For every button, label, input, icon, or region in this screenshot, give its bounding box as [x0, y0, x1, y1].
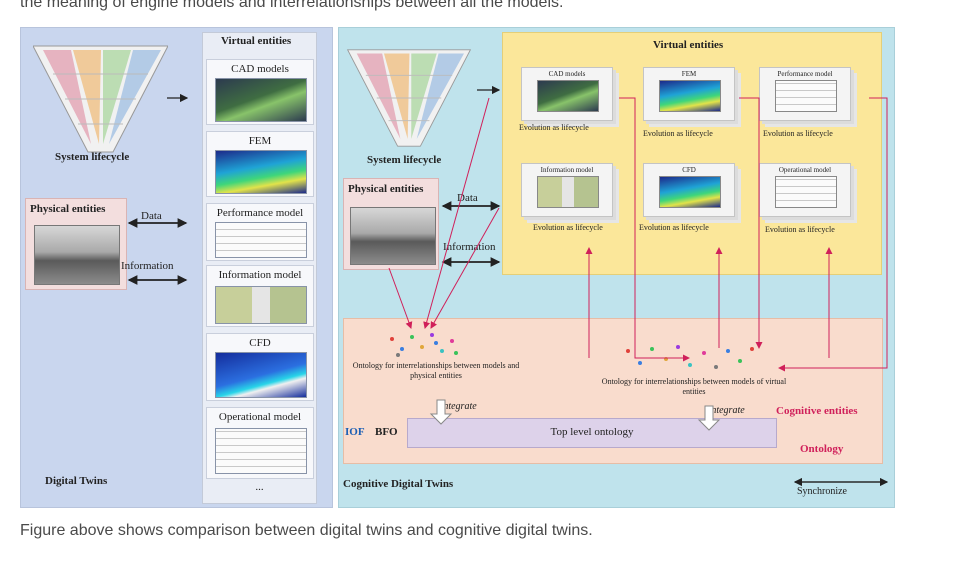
information-label: Information — [121, 260, 174, 272]
model-label: Operational model — [778, 166, 832, 174]
cdt-model-information: Information model — [521, 163, 613, 217]
model-label: CAD models — [548, 70, 586, 78]
evolution-label: Evolution as lifecycle — [643, 129, 713, 138]
figure-caption: Figure above shows comparison between di… — [20, 522, 593, 539]
ship-photo — [350, 207, 436, 265]
right-panel-arrows — [388, 85, 889, 487]
cognitive-entities-label: Cognitive entities — [776, 405, 858, 417]
model-card-fem: FEM — [206, 131, 314, 197]
cfd-thumbnail-icon — [659, 176, 721, 208]
evolution-label: Evolution as lifecycle — [519, 123, 589, 132]
digital-twins-panel: System lifecycle Physical entities Data … — [20, 27, 333, 508]
ontology-dots-left-icon — [390, 333, 458, 357]
left-panel-arrows — [127, 93, 189, 285]
model-label: Performance model — [777, 70, 833, 78]
physical-entities-box: Physical entities — [25, 198, 127, 290]
model-card-performance: Performance model — [206, 203, 314, 261]
model-label: CAD models — [231, 63, 289, 75]
operational-chart-thumbnail-icon — [775, 176, 837, 208]
ship-cad-thumbnail-icon — [215, 78, 307, 122]
evolution-label: Evolution as lifecycle — [763, 129, 833, 138]
evolution-label: Evolution as lifecycle — [533, 223, 603, 232]
system-lifecycle-label: System lifecycle — [55, 151, 130, 163]
bfo-label: BFO — [375, 426, 398, 438]
virtual-entities-area: Virtual entities CAD models Evolution as… — [502, 32, 882, 275]
model-label: FEM — [681, 70, 697, 78]
information-thumbnail-icon — [215, 286, 307, 324]
cdt-model-fem: FEM — [643, 67, 735, 121]
virtual-entities-column: Virtual entities CAD models FEM Performa… — [202, 32, 317, 504]
ontology-physical-label: Ontology for interrelationships between … — [352, 361, 520, 380]
cognitive-digital-twins-panel: Virtual entities CAD models Evolution as… — [338, 27, 895, 508]
cdt-model-cfd: CFD — [643, 163, 735, 217]
cdt-model-performance: Performance model — [759, 67, 851, 121]
iof-logo-icon: IOF — [345, 426, 365, 438]
system-lifecycle-label: System lifecycle — [367, 154, 442, 166]
cdt-model-cad: CAD models — [521, 67, 613, 121]
model-card-information: Information model — [206, 265, 314, 327]
comparison-figure: System lifecycle Physical entities Data … — [20, 27, 895, 508]
integrate-left-label: Integrate — [440, 401, 477, 412]
performance-chart-thumbnail-icon — [215, 222, 307, 258]
data-label: Data — [141, 210, 162, 222]
top-level-ontology-label: Top level ontology — [550, 426, 634, 438]
ontology-virtual-label: Ontology for interrelationships between … — [601, 377, 787, 396]
article-top-text: the meaning of engine models and interre… — [20, 0, 564, 11]
performance-chart-thumbnail-icon — [775, 80, 837, 112]
fem-mesh-thumbnail-icon — [215, 150, 307, 194]
model-label: Information model — [218, 269, 302, 281]
model-card-operational: Operational model — [206, 407, 314, 479]
evolution-label: Evolution as lifecycle — [765, 225, 835, 234]
model-label: Performance model — [216, 207, 304, 219]
information-label: Information — [443, 241, 496, 253]
system-lifecycle-funnel-icon — [346, 49, 472, 147]
virtual-entities-title: Virtual entities — [653, 39, 724, 51]
system-lifecycle-funnel-icon — [33, 45, 168, 153]
integrate-right-label: Integrate — [708, 405, 745, 416]
virtual-entities-title: Virtual entities — [221, 35, 292, 47]
physical-entities-label: Physical entities — [30, 203, 106, 215]
model-label: FEM — [248, 135, 272, 147]
digital-twins-footer: Digital Twins — [45, 475, 108, 487]
model-card-cad: CAD models — [206, 59, 314, 125]
physical-entities-box: Physical entities — [343, 178, 439, 270]
fem-mesh-thumbnail-icon — [659, 80, 721, 112]
ship-photo — [34, 225, 120, 285]
more-models-ellipsis: ... — [255, 481, 264, 493]
physical-entities-label: Physical entities — [348, 183, 424, 195]
model-card-cfd: CFD — [206, 333, 314, 401]
model-label: CFD — [249, 337, 271, 349]
evolution-label: Evolution as lifecycle — [639, 223, 709, 232]
cdt-model-operational: Operational model — [759, 163, 851, 217]
synchronize-label: Synchronize — [797, 486, 847, 497]
model-label: CFD — [682, 166, 696, 174]
information-thumbnail-icon — [537, 176, 599, 208]
model-label: Information model — [540, 166, 594, 174]
ontology-label: Ontology — [800, 443, 844, 455]
model-label: Operational model — [218, 411, 302, 423]
operational-chart-thumbnail-icon — [215, 428, 307, 474]
ship-cad-thumbnail-icon — [537, 80, 599, 112]
cfd-thumbnail-icon — [215, 352, 307, 398]
cognitive-digital-twins-footer: Cognitive Digital Twins — [343, 478, 454, 490]
